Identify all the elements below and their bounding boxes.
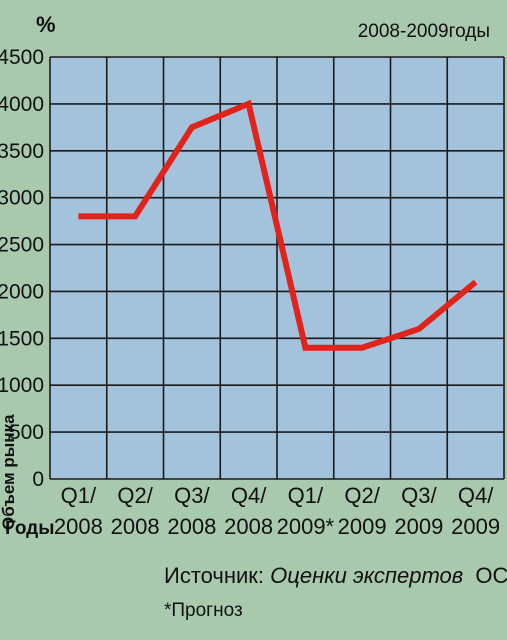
x-tick-quarter: Q3/	[401, 483, 437, 508]
period-label: 2008-2009годы	[358, 21, 490, 42]
x-tick-quarter: Q3/	[174, 483, 210, 508]
x-tick-year: 2008	[167, 514, 216, 539]
y-tick-label: 3000	[0, 187, 44, 210]
y-axis-ticks: 0 500 1000 1500 2000 2500 3000 3500 4000 4500	[0, 46, 44, 491]
footnote: *Прогноз	[164, 600, 243, 621]
grid	[49, 56, 505, 480]
source-org: OCS	[475, 563, 507, 588]
x-tick-year: 2008	[224, 514, 273, 539]
x-tick-year: 2009	[451, 514, 500, 539]
y-tick-label: 1000	[0, 374, 44, 397]
x-tick-quarter: Q1/	[288, 483, 324, 508]
source-line: Источник: Оценки экспертов OCS	[164, 563, 507, 588]
x-tick-quarter: Q1/	[61, 483, 97, 508]
x-tick-year: 2009*	[277, 514, 335, 539]
series-line	[78, 99, 478, 351]
x-tick-year: 2008	[54, 514, 103, 539]
y-tick-label: 4500	[0, 46, 44, 69]
x-tick-year: 2009	[338, 514, 387, 539]
y-tick-label: 2500	[0, 234, 44, 257]
y-tick-label: 0	[32, 468, 44, 491]
y-tick-label: 3500	[0, 140, 44, 163]
source-text: Оценки экспертов	[270, 563, 463, 588]
x-tick-year: 2009	[394, 514, 443, 539]
x-tick-quarter: Q2/	[344, 483, 380, 508]
y-tick-label: 2000	[0, 280, 44, 303]
y-tick-label: 1500	[0, 327, 44, 350]
x-axis-label: Годы	[5, 518, 54, 539]
x-tick-year: 2008	[111, 514, 160, 539]
y-tick-label: 4000	[0, 93, 44, 116]
y-axis-label: Объем рынка	[0, 414, 18, 530]
x-tick-quarter: Q2/	[117, 483, 153, 508]
y-tick-label: 500	[9, 421, 44, 444]
source-prefix: Источник:	[164, 563, 264, 588]
x-tick-quarter: Q4/	[458, 483, 494, 508]
unit-label: %	[36, 12, 56, 37]
x-axis-ticks: Q1/2008 Q2/2008 Q3/2008 Q4/2008 Q1/2009* Q2/2…	[54, 483, 500, 539]
x-tick-quarter: Q4/	[231, 483, 267, 508]
